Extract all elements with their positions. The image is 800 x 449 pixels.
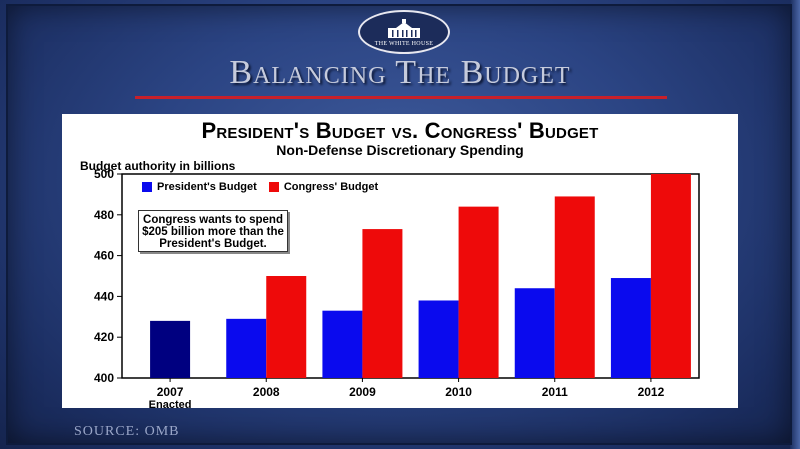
bar-president — [418, 300, 459, 378]
legend-swatch-congress — [268, 182, 279, 192]
seal-text: THE WHITE HOUSE — [374, 40, 434, 47]
x-tick-label: 2007 — [157, 385, 184, 399]
y-axis-label: Budget authority in billions — [80, 159, 236, 173]
y-tick-label: 440 — [94, 289, 114, 303]
x-tick-sublabel: Enacted — [149, 399, 192, 408]
bar-president — [514, 288, 555, 378]
bar-congress — [650, 174, 691, 378]
title-underline — [135, 96, 667, 99]
legend-item-congress: Congress' Budget — [268, 181, 379, 193]
chart-subtitle: Non-Defense Discretionary Spending — [276, 142, 524, 158]
plot-frame — [121, 173, 700, 379]
y-tick-label: 400 — [94, 371, 114, 385]
bar-congress — [554, 196, 595, 378]
white-house-seal: THE WHITE HOUSE — [358, 10, 450, 54]
chart-legend: President's Budget Congress' Budget — [142, 181, 390, 193]
bar-congress — [362, 229, 403, 378]
y-tick-label: 460 — [94, 249, 114, 263]
legend-item-president: President's Budget — [142, 181, 257, 193]
x-tick-label: 2012 — [638, 385, 665, 399]
x-tick-label: 2010 — [445, 385, 472, 399]
y-tick-label: 500 — [94, 167, 114, 181]
y-tick-label: 480 — [94, 208, 114, 222]
x-tick-label: 2009 — [349, 385, 376, 399]
bar-president — [226, 318, 267, 378]
y-tick-label: 420 — [94, 330, 114, 344]
chart-panel: 400 420 440 460 480 500 2007 Enacted 2008 2009 201… — [62, 114, 738, 408]
bar-congress — [458, 206, 499, 378]
bar-congress — [266, 276, 307, 378]
legend-label-congress: Congress' Budget — [283, 181, 379, 193]
legend-swatch-president — [142, 182, 152, 192]
slide-edge — [790, 0, 800, 449]
chart-title: President's Budget vs. Congress' Budget — [201, 118, 599, 143]
source-note: SOURCE: OMB — [74, 424, 180, 439]
x-tick-label: 2008 — [253, 385, 280, 399]
bar-enacted — [150, 320, 191, 378]
white-house-icon — [388, 18, 420, 38]
x-tick-label: 2011 — [542, 385, 568, 399]
slide-title: Balancing The Budget — [229, 54, 571, 91]
bar-president — [610, 278, 651, 378]
bar-president — [322, 310, 363, 378]
legend-label-president: President's Budget — [157, 181, 257, 193]
chart-annotation: Congress wants to spend $205 billion mor… — [138, 210, 288, 252]
